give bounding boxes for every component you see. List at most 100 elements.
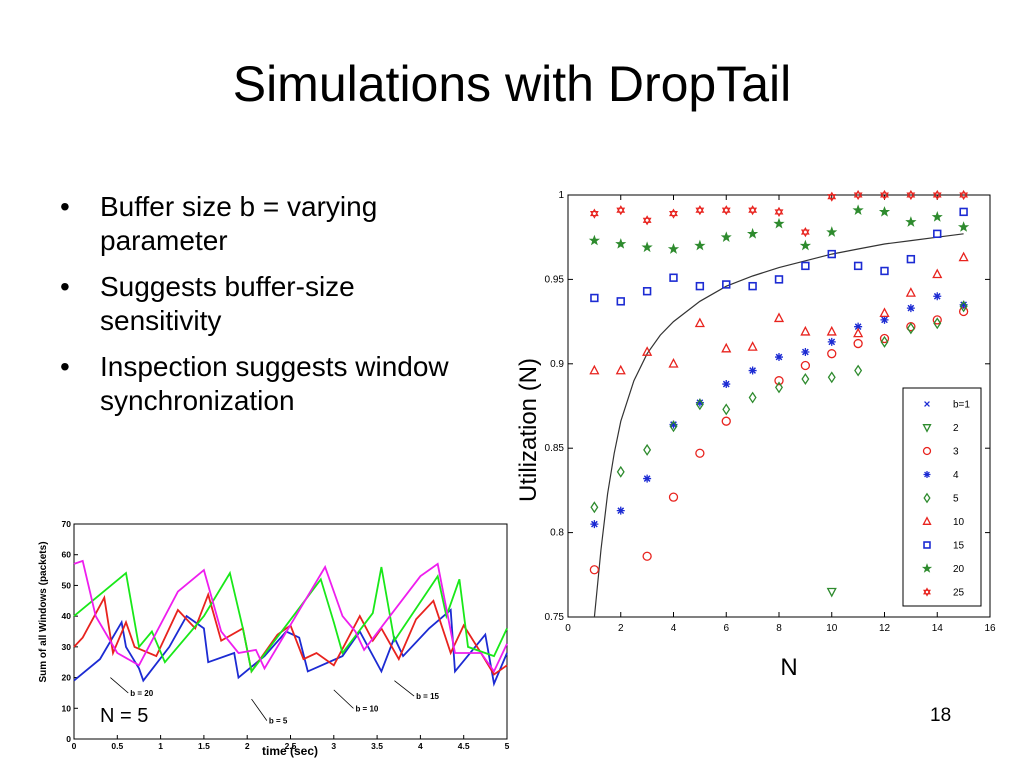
data-point: [775, 353, 783, 362]
x-tick-label: 2: [245, 741, 250, 751]
data-point: [879, 307, 890, 318]
data-point: [826, 325, 837, 336]
data-point: [590, 293, 599, 303]
legend-label: 15: [953, 541, 965, 552]
legend-marker: [923, 541, 931, 549]
x-tick-label: 3.5: [371, 741, 383, 751]
data-point: [800, 360, 811, 371]
data-point: [774, 376, 784, 386]
data-point: [616, 506, 625, 515]
data-point: [748, 391, 757, 404]
legend-label: 3: [953, 447, 959, 458]
data-point: [933, 229, 942, 239]
x-tick-label: 1: [158, 741, 163, 751]
x-tick-label: 0.5: [111, 741, 123, 751]
y-axis-label: Sum of all Windows (packets): [38, 541, 49, 682]
legend-marker: [924, 401, 930, 407]
legend-marker: [923, 471, 931, 478]
data-point: [906, 189, 916, 201]
x-tick-label: 16: [984, 623, 996, 634]
y-tick-label: 40: [62, 611, 72, 621]
bullet-item: Buffer size b = varying parameter: [60, 190, 480, 258]
data-point: [668, 492, 679, 502]
legend-label: 2: [953, 423, 959, 434]
x-tick-label: 12: [879, 623, 891, 634]
data-point: [695, 281, 705, 291]
data-point: [801, 347, 810, 356]
data-point: [667, 243, 680, 254]
data-point: [853, 338, 863, 349]
data-point: [853, 261, 863, 271]
data-point: [668, 358, 679, 368]
data-point: [643, 474, 652, 483]
data-point: [615, 364, 626, 375]
x-axis-label: time (sec): [262, 744, 318, 758]
data-point: [642, 287, 652, 296]
legend-label: 25: [953, 588, 965, 599]
data-point: [906, 322, 915, 335]
x-tick-label: 8: [776, 623, 782, 634]
data-point: [880, 335, 889, 348]
annotation-arrow: [394, 680, 415, 697]
annotation-arrow: [333, 689, 354, 709]
y-tick-label: 0.8: [550, 528, 564, 539]
data-point: [695, 448, 705, 458]
data-point: [748, 281, 757, 291]
bullet-item: Inspection suggests window synchronizati…: [60, 350, 480, 418]
x-tick-label: 2: [618, 623, 624, 634]
data-point: [590, 520, 599, 529]
y-tick-label: 0.85: [545, 443, 565, 454]
data-point: [827, 191, 837, 202]
data-point: [748, 205, 758, 216]
data-point: [878, 206, 891, 217]
y-tick-label: 50: [62, 580, 72, 590]
data-point: [722, 380, 731, 389]
data-point: [720, 231, 732, 243]
data-point: [590, 501, 599, 514]
y-tick-label: 30: [62, 642, 72, 652]
series-line: [73, 559, 508, 674]
x-tick-label: 1.5: [198, 741, 210, 751]
x-tick-label: 14: [932, 623, 944, 634]
data-point: [589, 364, 600, 375]
data-point: [669, 420, 678, 429]
data-point: [826, 226, 838, 237]
y-tick-label: 0.75: [545, 612, 565, 623]
data-point: [958, 251, 969, 262]
data-point: [826, 587, 837, 598]
data-point: [748, 366, 757, 375]
series-5: [590, 300, 968, 514]
x-tick-label: 3: [331, 741, 336, 751]
legend-marker: [922, 446, 932, 456]
series-20: [588, 204, 970, 254]
data-point: [747, 341, 758, 351]
data-point: [905, 216, 917, 227]
data-point: [932, 315, 942, 325]
legend: b=1 2 3 4 5 10 15 20 25: [902, 387, 982, 607]
data-point: [959, 207, 968, 217]
data-point: [773, 217, 785, 229]
x-tick-label: 4: [418, 741, 423, 751]
data-point: [588, 234, 601, 246]
data-point: [615, 238, 627, 249]
legend-label: 20: [953, 564, 965, 575]
data-point: [959, 300, 968, 309]
data-point: [616, 205, 626, 216]
data-point: [800, 325, 811, 336]
data-point: [853, 327, 864, 338]
x-tick-label: 2.5: [285, 741, 297, 751]
legend-label: 4: [953, 470, 959, 481]
data-point: [669, 273, 678, 282]
data-point: [931, 210, 943, 222]
data-point: [773, 312, 785, 323]
data-point: [641, 241, 653, 253]
data-point: [721, 342, 732, 353]
data-point: [616, 465, 625, 478]
series-label: b = 20: [130, 689, 153, 698]
bullet-item: Suggests buffer-size sensitivity: [60, 270, 480, 338]
data-point: [827, 249, 836, 259]
data-point: [695, 205, 705, 216]
data-point: [906, 254, 916, 264]
data-point: [589, 208, 599, 219]
